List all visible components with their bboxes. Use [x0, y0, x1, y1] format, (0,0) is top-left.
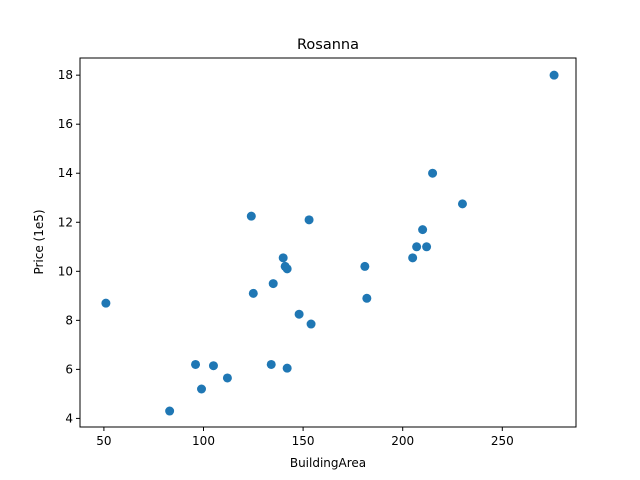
x-tick-label: 150: [292, 434, 315, 448]
data-point-16: [306, 319, 316, 329]
x-tick-label: 50: [96, 434, 111, 448]
y-axis-ticks: 4 6 8 10 12 14 16 18: [58, 68, 80, 425]
data-point-9: [268, 279, 278, 289]
axes-frame: [79, 57, 577, 428]
data-point-1: [165, 406, 175, 416]
x-axis-ticks: 50 100 150 200 250: [96, 427, 514, 448]
y-tick-label: 6: [65, 362, 73, 376]
y-tick-label: 8: [65, 313, 73, 327]
y-tick-label: 14: [58, 166, 73, 180]
data-point-3: [197, 384, 207, 394]
data-point-4: [208, 361, 218, 371]
data-point-23: [428, 168, 438, 178]
x-tick-label: 100: [192, 434, 215, 448]
points-layer: [101, 70, 559, 416]
y-tick-label: 4: [65, 411, 73, 425]
data-point-20: [412, 242, 422, 252]
data-point-8: [266, 359, 276, 369]
data-point-19: [408, 253, 418, 263]
y-tick-label: 12: [58, 215, 73, 229]
data-point-5: [222, 373, 232, 383]
y-tick-label: 16: [58, 117, 73, 131]
data-point-25: [549, 70, 559, 80]
data-point-0: [101, 298, 111, 308]
data-point-13: [282, 363, 292, 373]
y-tick-label: 10: [58, 264, 73, 278]
chart-title: Rosanna: [297, 37, 359, 53]
y-axis-label: Price (1e5): [32, 209, 46, 274]
data-point-15: [304, 215, 314, 225]
x-tick-label: 250: [491, 434, 514, 448]
data-point-10: [278, 253, 288, 263]
data-point-14: [294, 309, 304, 319]
data-point-17: [360, 261, 370, 271]
data-point-12: [282, 264, 292, 274]
data-point-18: [362, 293, 372, 303]
x-tick-label: 200: [391, 434, 414, 448]
data-point-22: [422, 242, 432, 252]
y-tick-label: 18: [58, 68, 73, 82]
data-point-21: [418, 225, 428, 235]
data-point-2: [191, 359, 201, 369]
data-point-7: [248, 288, 258, 298]
data-point-24: [457, 199, 467, 209]
x-axis-label: BuildingArea: [290, 456, 366, 470]
data-point-6: [246, 211, 256, 221]
